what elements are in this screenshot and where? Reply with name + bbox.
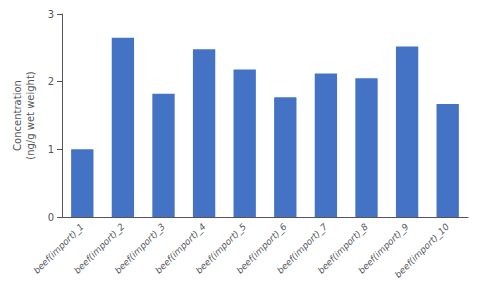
svg-text:Concentration: Concentration [12, 80, 23, 151]
svg-text:0: 0 [48, 212, 54, 223]
svg-text:beef(import)_5: beef(import)_5 [193, 221, 249, 276]
svg-text:3: 3 [48, 9, 54, 20]
svg-text:(ng/g wet weight): (ng/g wet weight) [25, 71, 36, 160]
svg-text:beef(import)_3: beef(import)_3 [112, 221, 167, 276]
svg-text:beef(import)_7: beef(import)_7 [275, 221, 330, 276]
svg-text:beef(import)_2: beef(import)_2 [72, 221, 127, 276]
svg-text:beef(import)_9: beef(import)_9 [356, 221, 411, 276]
svg-text:beef(import)_1: beef(import)_1 [31, 221, 86, 276]
svg-text:beef(import)_6: beef(import)_6 [234, 221, 289, 276]
svg-text:beef(import)_10: beef(import)_10 [393, 221, 452, 280]
svg-text:beef(import)_8: beef(import)_8 [315, 221, 370, 276]
svg-text:2: 2 [48, 76, 54, 87]
svg-text:1: 1 [48, 144, 54, 155]
svg-text:beef(import)_4: beef(import)_4 [153, 221, 208, 276]
